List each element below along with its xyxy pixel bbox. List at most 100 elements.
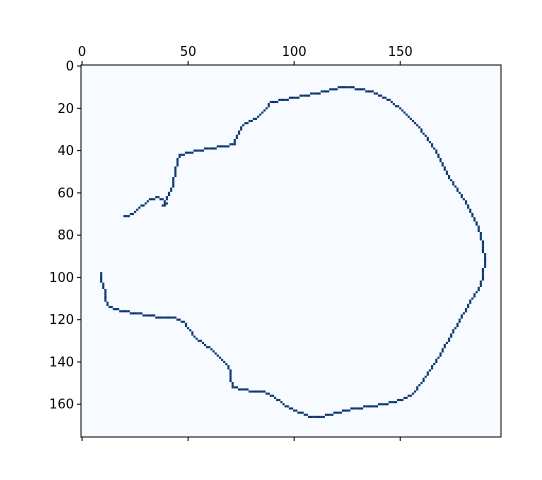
contour-cell <box>161 316 164 319</box>
contour-cell <box>403 396 406 399</box>
contour-cell <box>380 403 383 406</box>
contour-cell <box>316 415 319 418</box>
x-tick-label: 50 <box>180 45 197 60</box>
contour-cell <box>377 94 381 97</box>
contour-cell <box>481 248 485 251</box>
contour-cell <box>416 124 419 127</box>
contour-cell <box>441 164 444 167</box>
contour-cell <box>324 413 328 416</box>
contour-cell <box>263 390 266 393</box>
contour-cell <box>191 333 194 336</box>
contour-cell <box>341 86 345 89</box>
contour-cell <box>422 132 425 135</box>
contour-cell <box>165 316 168 319</box>
contour-cell <box>297 411 300 414</box>
contour-cell <box>414 390 417 393</box>
contour-cell <box>259 390 262 393</box>
contour-cell <box>464 202 468 205</box>
contour-cell <box>339 86 342 89</box>
contour-cell <box>479 234 482 237</box>
contour-cell <box>335 88 338 91</box>
contour-cell <box>125 215 128 218</box>
contour-cell <box>365 405 368 408</box>
contour-cell <box>163 200 166 203</box>
y-tick-label: 120 <box>49 313 74 328</box>
contour-cell <box>471 212 474 216</box>
contour-cell <box>227 145 230 148</box>
contour-cell <box>129 312 132 315</box>
contour-cell <box>314 415 317 418</box>
contour-cell <box>176 164 179 167</box>
contour-cell <box>479 236 482 239</box>
contour-cell <box>246 122 249 125</box>
contour-cell <box>195 337 198 340</box>
contour-cell <box>344 86 347 89</box>
contour-cell <box>100 272 103 275</box>
contour-cell <box>282 403 285 406</box>
contour-cell <box>303 94 306 97</box>
contour-cell <box>104 297 107 300</box>
contour-cell <box>439 354 442 357</box>
contour-cell <box>405 396 408 399</box>
contour-cell <box>371 90 374 93</box>
contour-cell <box>269 100 272 104</box>
x-tick-label: 0 <box>78 45 86 60</box>
contour-cell <box>208 147 211 150</box>
contour-cell <box>193 149 196 152</box>
contour-cell <box>291 407 294 410</box>
contour-cell <box>471 215 474 218</box>
contour-cell <box>435 149 438 152</box>
contour-cell <box>254 390 258 393</box>
contour-cell <box>176 162 179 165</box>
contour-cell <box>174 172 177 175</box>
contour-cell <box>443 344 446 347</box>
contour-cell <box>416 386 419 389</box>
contour-cell <box>174 168 177 171</box>
contour-cell <box>155 196 158 199</box>
contour-cell <box>206 147 209 150</box>
contour-cell <box>331 88 334 91</box>
contour-cell <box>320 90 323 93</box>
contour-cell <box>450 335 453 338</box>
contour-cell <box>358 88 361 91</box>
contour-cell <box>257 390 260 393</box>
contour-cell <box>481 240 485 243</box>
contour-cell <box>305 413 308 416</box>
contour-cell <box>148 314 151 317</box>
contour-cell <box>384 96 387 99</box>
contour-cell <box>467 206 470 209</box>
contour-cell <box>477 289 480 292</box>
contour-cell <box>172 177 175 180</box>
contour-cell <box>233 138 236 142</box>
contour-cell <box>235 134 238 137</box>
contour-cell <box>397 398 400 402</box>
contour-cell <box>312 92 315 95</box>
contour-cell <box>484 261 487 264</box>
contour-cell <box>460 316 463 319</box>
contour-cell <box>409 117 412 120</box>
contour-cell <box>388 98 391 101</box>
contour-cell <box>180 320 183 323</box>
contour-cell <box>221 145 224 148</box>
contour-cell <box>244 388 247 391</box>
contour-cell <box>320 415 323 418</box>
contour-cell <box>439 352 442 355</box>
contour-cell <box>284 405 287 408</box>
contour-cell <box>278 98 281 101</box>
contour-cell <box>475 221 478 224</box>
contour-cell <box>136 208 139 211</box>
contour-cell <box>399 107 402 110</box>
contour-cell <box>367 405 370 408</box>
contour-cell <box>322 415 325 418</box>
contour-cell <box>473 295 476 298</box>
contour-cell <box>121 310 124 313</box>
contour-cell <box>426 138 429 142</box>
contour-cell <box>174 174 177 178</box>
contour-cell <box>339 411 342 414</box>
contour-cell <box>134 210 137 213</box>
contour-cell <box>261 111 264 114</box>
contour-cell <box>447 337 451 340</box>
contour-cell <box>422 377 425 380</box>
contour-cell <box>218 145 221 148</box>
contour-cell <box>231 384 234 387</box>
